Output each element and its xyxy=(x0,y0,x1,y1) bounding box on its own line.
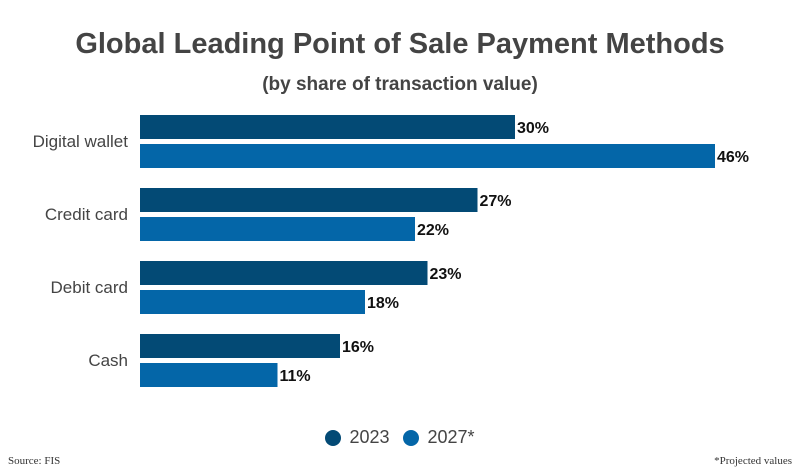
data-label: 46% xyxy=(717,149,749,166)
data-label: 30% xyxy=(517,120,549,137)
bar xyxy=(140,363,278,387)
projection-note: *Projected values xyxy=(714,455,792,467)
bar xyxy=(140,144,715,168)
chart-title: Global Leading Point of Sale Payment Met… xyxy=(75,28,725,60)
bar xyxy=(140,334,340,358)
data-label: 27% xyxy=(480,193,512,210)
legend-item-2027[interactable]: 2027* xyxy=(403,427,475,448)
category-label: Debit card xyxy=(51,278,128,297)
data-label: 22% xyxy=(417,222,449,239)
bar xyxy=(140,261,428,285)
legend-swatch xyxy=(325,429,342,446)
bar xyxy=(140,188,478,212)
legend-label: 2027* xyxy=(427,427,475,447)
chart-subtitle: (by share of transaction value) xyxy=(262,74,538,95)
legend-label: 2023 xyxy=(349,427,390,447)
legend-item-2023[interactable]: 2023 xyxy=(325,427,389,448)
bar xyxy=(140,217,415,241)
data-label: 11% xyxy=(280,368,311,385)
bar xyxy=(140,115,515,139)
legend: 2023 2027* xyxy=(0,427,800,448)
data-label: 18% xyxy=(367,295,399,312)
data-label: 16% xyxy=(342,339,374,356)
category-label: Cash xyxy=(88,351,128,370)
bar xyxy=(140,290,365,314)
category-label: Credit card xyxy=(45,205,128,224)
category-label: Digital wallet xyxy=(33,132,129,151)
source-note: Source: FIS xyxy=(8,455,61,467)
data-label: 23% xyxy=(430,266,462,283)
legend-swatch xyxy=(403,429,420,446)
